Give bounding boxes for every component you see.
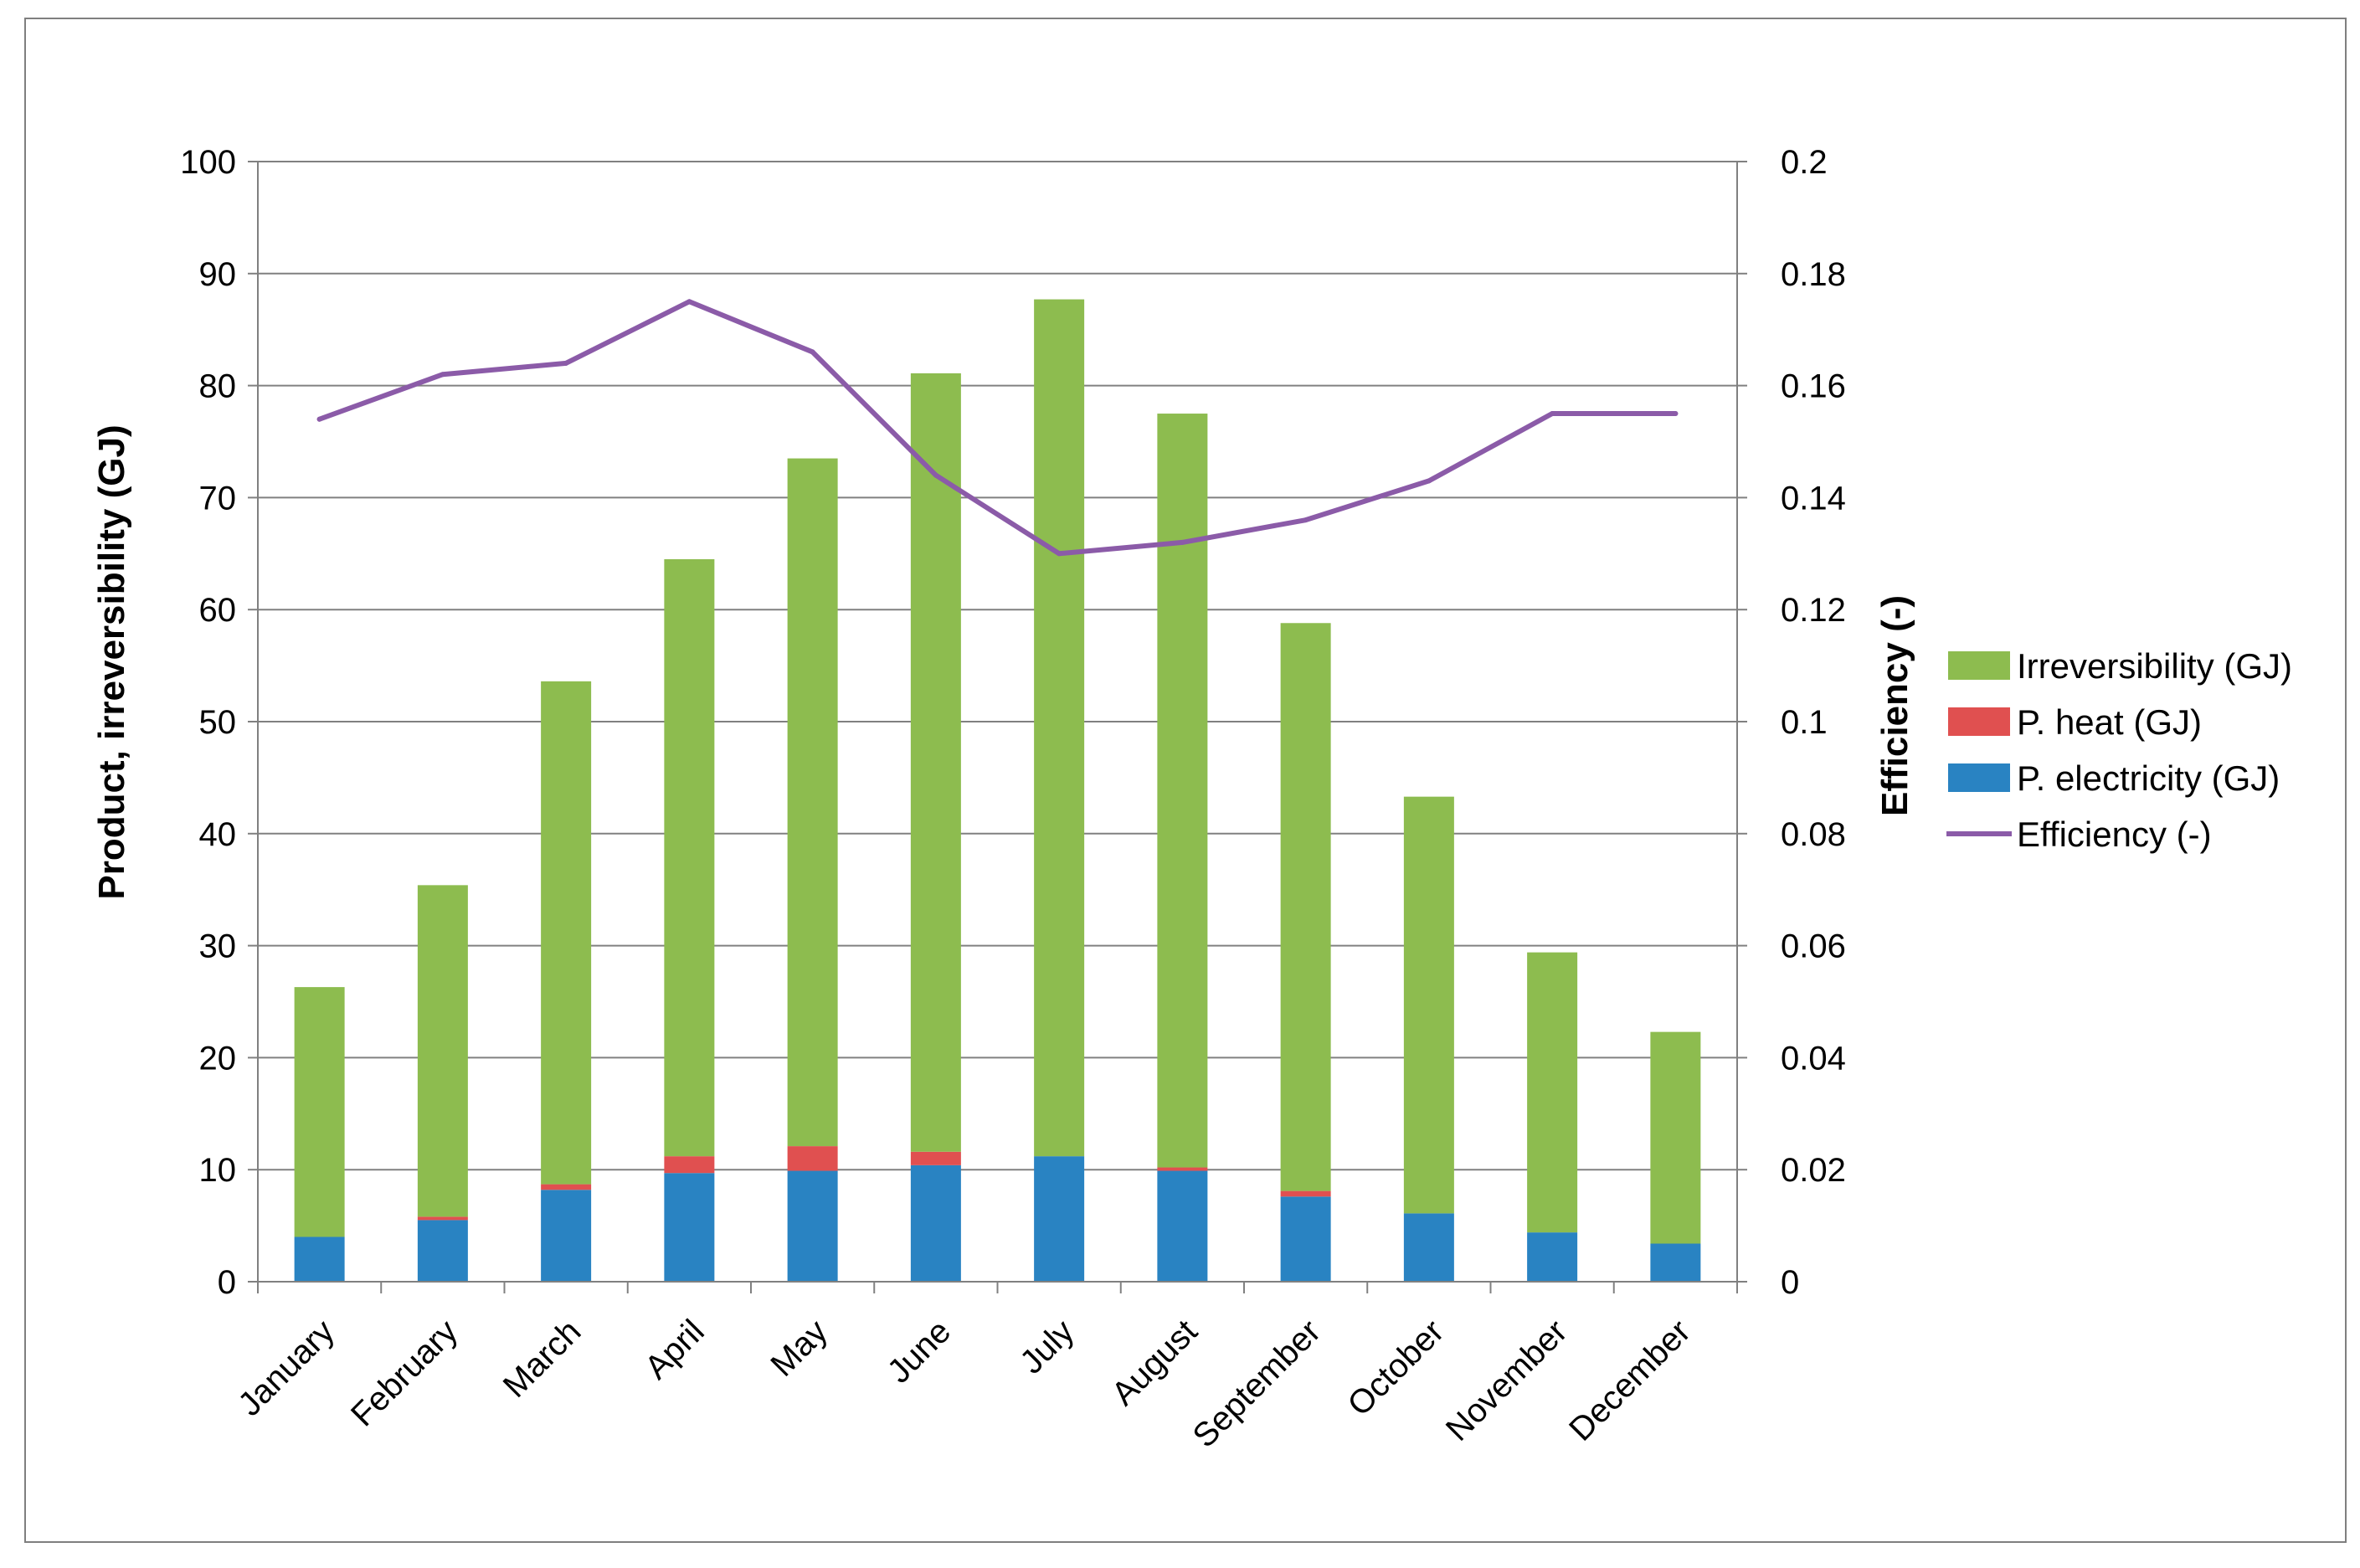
bar-irreversibility [417,885,468,1217]
legend-label: P. electricity (GJ) [2017,758,2280,798]
legend-label: Irreversibility (GJ) [2017,646,2292,686]
y-tick-label: 100 [180,144,236,181]
y2-tick-label: 0.2 [1781,144,1828,181]
bar-heat [417,1216,468,1221]
y-tick-label: 80 [199,368,237,405]
bar-irreversibility [1280,623,1331,1191]
bar-electricity [417,1220,468,1282]
axes [248,161,1747,1293]
bar-irreversibility [1650,1031,1701,1244]
efficiency-point [440,372,445,378]
bar-electricity [541,1190,592,1282]
legend: Irreversibility (GJ) P. heat (GJ) P. elect… [1946,646,2292,854]
efficiency-point [563,360,569,366]
bar-electricity [1157,1170,1208,1282]
y-tick-label: 50 [199,704,237,741]
efficiency-point [686,299,692,305]
y2-tick-label: 0.1 [1781,704,1828,741]
bar-irreversibility [1034,299,1085,1157]
efficiency-point [1180,539,1185,545]
bar-electricity [1527,1232,1578,1282]
efficiency-point [1426,478,1432,484]
y2-tick-label: 0.04 [1781,1040,1846,1077]
bar-electricity [1280,1196,1331,1282]
y-tick-label: 10 [199,1152,237,1189]
bar-irreversibility [294,987,345,1237]
y2-axis-title: Efficiency (-) [1874,595,1915,816]
legend-label: Efficiency (-) [2017,815,2212,854]
y2-tick-label: 0.12 [1781,592,1846,629]
y-tick-label: 0 [218,1264,236,1301]
bars [294,299,1701,1282]
gridlines [258,161,1737,1171]
efficiency-point [1550,411,1555,417]
bar-irreversibility [910,373,961,1152]
efficiency-point [1057,551,1062,557]
bar-heat [541,1184,592,1190]
efficiency-line [316,299,1679,557]
y2-tick-label: 0.06 [1781,928,1846,965]
bar-electricity [1034,1156,1085,1282]
bar-irreversibility [1527,952,1578,1233]
y2-tick-label: 0.18 [1781,256,1846,293]
y2-tick-label: 0.02 [1781,1152,1846,1189]
y-tick-label: 40 [199,816,237,853]
y2-tick-label: 0.16 [1781,368,1846,405]
efficiency-line-group [316,299,1679,557]
bar-electricity [787,1170,838,1282]
efficiency-point [1673,411,1679,417]
y-tick-label: 20 [199,1040,237,1077]
y-tick-label: 30 [199,928,237,965]
bar-irreversibility [664,558,715,1157]
bar-electricity [1650,1243,1701,1282]
bar-irreversibility [1157,414,1208,1168]
bar-heat [1157,1167,1208,1171]
bar-heat [910,1151,961,1165]
y-tick-label: 60 [199,592,237,629]
bar-irreversibility [1403,796,1454,1214]
bar-irreversibility [541,681,592,1185]
bar-electricity [664,1173,715,1282]
legend-swatch-electricity [1948,763,2010,792]
bar-irreversibility [787,458,838,1147]
bar-electricity [294,1236,345,1282]
legend-swatch-irreversibility [1948,651,2010,680]
bar-electricity [1403,1213,1454,1282]
efficiency-point [1303,517,1309,523]
y2-tick-label: 0.08 [1781,816,1846,853]
legend-label: P. heat (GJ) [2017,702,2202,742]
y-tick-label: 70 [199,480,237,517]
y2-tick-label: 0 [1781,1264,1799,1301]
efficiency-point [933,472,938,478]
efficiency-point [810,349,815,355]
bar-heat [664,1156,715,1174]
legend-swatch-heat [1948,707,2010,736]
efficiency-point [316,416,322,422]
y-axis-title: Product, irreversibility (GJ) [91,424,132,899]
bar-heat [1280,1190,1331,1197]
bar-heat [787,1146,838,1171]
bar-electricity [910,1164,961,1282]
y2-tick-label: 0.14 [1781,480,1846,517]
y-tick-label: 90 [199,256,237,293]
